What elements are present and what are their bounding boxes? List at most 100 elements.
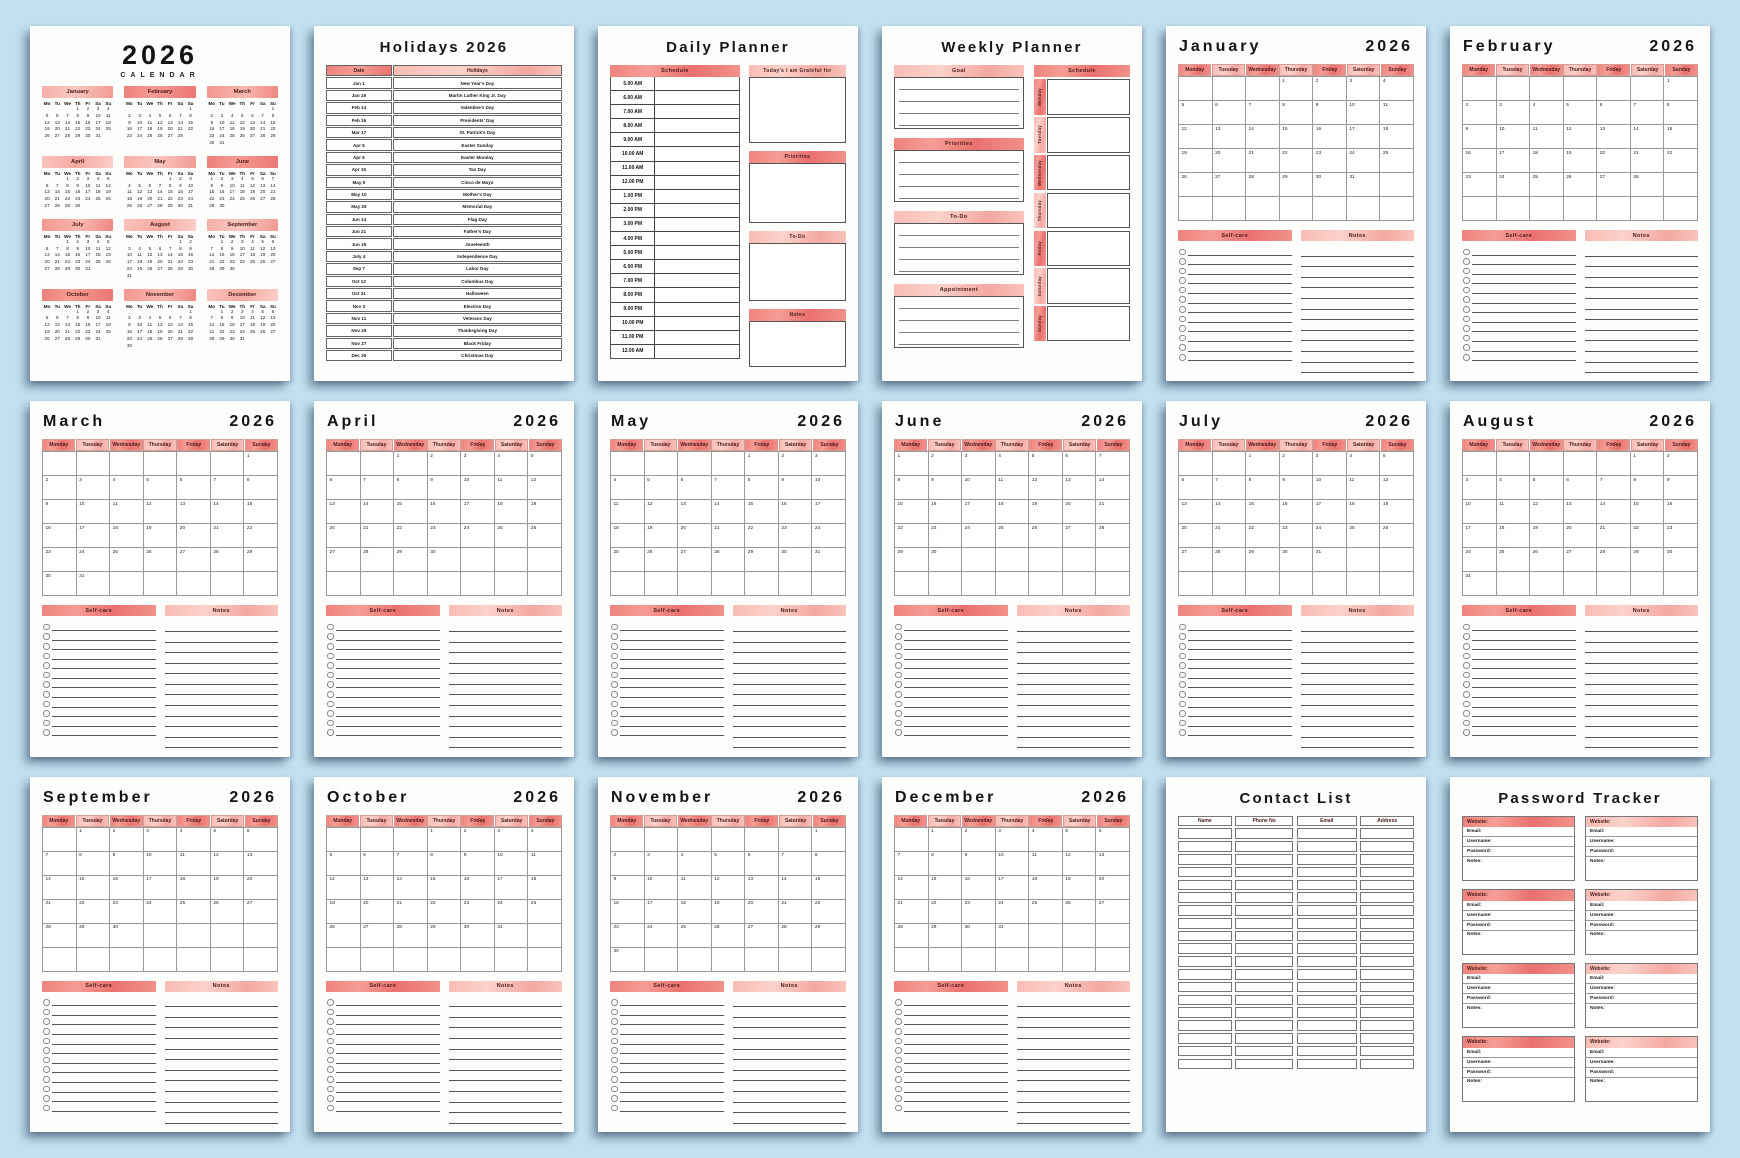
day-cell: 16 [928, 500, 963, 525]
contact-row [1178, 930, 1414, 942]
mini-day-cell: 19 [105, 252, 111, 258]
holidays-column-header: Holidays [392, 65, 562, 77]
schedule-row: 11.00 AM [611, 161, 739, 176]
mini-day-cell: 16 [85, 119, 91, 125]
holiday-name: Mother's Day [392, 188, 562, 201]
checkbox-circle-icon [327, 719, 334, 727]
selfcare-line [336, 658, 440, 660]
day-cell: 19 [1530, 524, 1564, 549]
day-cell: 28 [43, 923, 77, 948]
mini-day-cell: 20 [270, 322, 276, 328]
mini-weekday-label: Th [239, 233, 246, 239]
notes-line [1584, 738, 1698, 749]
checkbox-circle-icon [1463, 258, 1470, 265]
mini-day-cell: 17 [95, 119, 101, 125]
holiday-name: Christmas Day [392, 349, 562, 362]
notes-line [1016, 717, 1130, 728]
notes-line [1584, 352, 1698, 363]
day-cell: 26 [1062, 899, 1097, 924]
schedule-row: 3.00 PM [611, 217, 739, 233]
day-cell: 3 [962, 452, 996, 477]
checkbox-circle-icon [611, 710, 618, 717]
notes-column: Notes [164, 605, 278, 749]
contact-cell [1296, 1007, 1357, 1018]
selfcare-line [52, 668, 156, 670]
selfcare-item [610, 669, 724, 679]
day-cell [1597, 452, 1631, 477]
holidays-table: Date Holidays Jan 1 New Year's Day Jan 19 Mar… [326, 65, 562, 362]
selfcare-notes-section: Self-care Notes [326, 605, 562, 749]
day-cell [1096, 572, 1130, 597]
day-cell [778, 572, 813, 597]
mini-day-cell [247, 106, 257, 113]
mini-day-cell [175, 343, 185, 350]
day-cell [1563, 77, 1598, 101]
notes-line [732, 738, 846, 749]
mini-day-cell: 4 [96, 238, 100, 244]
holiday-row: Jun 21 Father's Day [326, 226, 562, 238]
notes-line [732, 1039, 846, 1050]
day-cell: 10 [143, 851, 178, 876]
day-cell: 27 [1179, 548, 1213, 573]
day-cell: 29 [1279, 173, 1314, 197]
month-title: March [43, 413, 106, 431]
day-cell: 25 [1530, 173, 1564, 197]
holiday-name: Juneteenth [392, 238, 562, 250]
mini-day-cell [103, 133, 113, 140]
selfcare-item [1462, 688, 1576, 699]
checkbox-circle-icon [43, 671, 50, 679]
mini-day-cell: 9 [189, 245, 192, 251]
contact-cell [1360, 943, 1414, 955]
mini-day-cell: 17 [187, 189, 194, 195]
day-cell: 24 [644, 923, 679, 948]
day-cell: 24 [995, 899, 1030, 924]
selfcare-line [904, 658, 1008, 660]
mini-day-cell: 13 [270, 315, 276, 321]
selfcare-item [42, 1064, 156, 1074]
mini-day-cell [165, 343, 175, 350]
checkbox-circle-icon [1179, 690, 1186, 698]
mini-weekday-label: Sa [177, 233, 184, 239]
contact-cell [1360, 1020, 1414, 1031]
day-cell: 17 [962, 500, 996, 525]
mini-day-cell: 27 [270, 259, 276, 265]
mini-day-cell: 7 [271, 175, 275, 181]
day-cell: 4 [110, 476, 144, 501]
contact-cell [1178, 905, 1232, 916]
mini-weekday-label: We [228, 101, 236, 106]
contact-cell [1178, 841, 1232, 852]
month-notes-header: Notes [164, 980, 278, 992]
checkbox-circle-icon [43, 710, 50, 717]
weekly-day-cell [1046, 154, 1130, 191]
mini-day-cell: 30 [229, 335, 235, 341]
checkbox-circle-icon [895, 1018, 902, 1025]
holiday-date: Nov 3 [326, 300, 392, 312]
day-cell [327, 827, 361, 852]
day-cell [1029, 572, 1063, 597]
todo-box [748, 243, 846, 301]
checkbox-circle-icon [1463, 729, 1470, 736]
day-cell: 27 [678, 548, 712, 573]
checkbox-circle-icon [895, 1085, 902, 1093]
contact-cell [1296, 841, 1357, 852]
notes-line [1016, 1039, 1130, 1050]
day-cell: 20 [177, 524, 211, 549]
day-cell [427, 572, 462, 597]
mini-day-cell: 22 [75, 328, 81, 334]
notes-line [448, 1092, 562, 1103]
day-cell [461, 947, 495, 972]
checkbox-circle-icon [327, 1085, 334, 1093]
schedule-row: 1.00 PM [611, 189, 739, 204]
day-cell: 18 [678, 899, 712, 924]
day-cell: 16 [1313, 125, 1347, 149]
contact-cell [1235, 828, 1294, 840]
mini-month-march: March Mo Tu We Th Fr Sa Su 1 2 3 4 5 6 7 8 9 10 11 12 13 14 15… [206, 86, 278, 147]
holiday-row: Oct 12 Columbus Day [326, 275, 562, 288]
mini-day-cell: 7 [56, 182, 59, 188]
notes-line [448, 1039, 562, 1050]
checkbox-circle-icon [611, 1085, 618, 1093]
mini-day-cell: 5 [241, 112, 244, 118]
notes-line [448, 727, 562, 738]
weekly-priorities-box [894, 150, 1024, 202]
day-cell: 16 [1664, 500, 1698, 525]
